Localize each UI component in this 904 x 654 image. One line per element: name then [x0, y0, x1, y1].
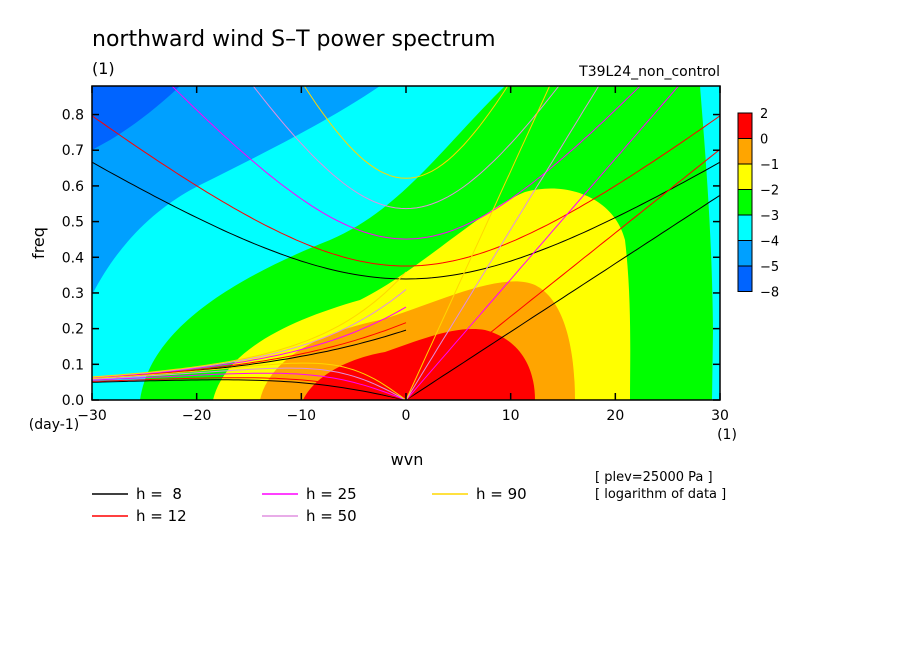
- kelvin-wave-line-h50: [405, 86, 600, 400]
- y-axis-label: freq: [29, 227, 48, 259]
- colorbar-label: −5: [760, 260, 779, 275]
- plot-area: [92, 86, 720, 400]
- y-tick-label: 0.6: [62, 179, 84, 195]
- colorbar-label: 2: [760, 107, 768, 122]
- rossby-wave-line-h25: [92, 372, 407, 400]
- chart-subtitle-left: (1): [92, 59, 115, 78]
- legend-label: h = 8: [136, 485, 182, 503]
- x-tick-label: −30: [77, 408, 107, 424]
- colorbar: 2 0 −1 −2 −3 −4 −5 −8: [737, 107, 779, 301]
- y-tick-label: 0.4: [62, 250, 84, 266]
- kelvin-wave-line-h8: [405, 194, 720, 400]
- y-tick-label: 0.7: [62, 143, 84, 159]
- note-plev: [ plev=25000 Pa ]: [595, 470, 713, 485]
- colorbar-swatch: [737, 138, 753, 165]
- kelvin-wave-line-h90: [405, 86, 551, 400]
- colorbar-label: −1: [760, 158, 779, 173]
- mrg-wave-line-h12: [92, 322, 407, 379]
- x-axis-label: wvn: [391, 450, 424, 469]
- x-tick-label: 10: [502, 408, 520, 424]
- dispersion-curves: [92, 86, 720, 400]
- rossby-wave-line-h90: [92, 362, 407, 400]
- colorbar-swatch: [737, 214, 753, 241]
- note-log: [ logarithm of data ]: [595, 487, 726, 502]
- colorbar-label: −2: [760, 184, 779, 199]
- gravity-wave-line-h8: [92, 161, 720, 280]
- axes: −30 −20 −10 0 10 20 30 0.0 0.1 0.2 0.3 0.4 0.5 0.6 0.7…: [62, 86, 729, 424]
- rossby-wave-line-h12: [92, 377, 407, 400]
- chart-title: northward wind S–T power spectrum: [92, 27, 496, 52]
- contour-band-minus5: [92, 86, 380, 295]
- y-tick-label: 0.1: [62, 357, 84, 373]
- rossby-wave-line-h50: [92, 367, 407, 400]
- mrg-wave-line-h25: [92, 306, 407, 378]
- colorbar-swatch: [737, 189, 753, 216]
- y-tick-label: 0.0: [62, 393, 84, 409]
- y-tick-label: 0.5: [62, 215, 84, 231]
- colorbar-label: 0: [760, 133, 768, 148]
- legend-label: h = 50: [306, 507, 357, 525]
- y-tick-label: 0.3: [62, 286, 84, 302]
- colorbar-swatch: [737, 163, 753, 190]
- legend-label: h = 12: [136, 507, 187, 525]
- gravity-wave-line-h50: [252, 86, 560, 210]
- kelvin-wave-line-h12: [405, 148, 720, 400]
- contour-band-minus8: [92, 86, 180, 150]
- x-axis-unit: (1): [717, 427, 737, 443]
- x-tick-label: 0: [402, 408, 411, 424]
- kelvin-wave-line-h25: [405, 86, 680, 400]
- colorbar-swatch: [737, 112, 753, 139]
- x-tick-label: 30: [711, 408, 729, 424]
- colorbar-swatch: [737, 240, 753, 267]
- y-tick-label: 0.2: [62, 322, 84, 338]
- gravity-wave-line-h90: [303, 86, 509, 179]
- rossby-wave-line-h8: [92, 379, 407, 400]
- gravity-wave-line-h12: [92, 115, 720, 267]
- colorbar-label: −8: [760, 286, 779, 301]
- colorbar-swatch: [737, 265, 753, 292]
- x-tick-label: 20: [606, 408, 624, 424]
- gravity-wave-line-h25: [171, 86, 641, 240]
- contour-band-0: [303, 329, 535, 400]
- mrg-wave-line-h90: [92, 271, 407, 378]
- legend-label: h = 25: [306, 485, 357, 503]
- y-axis-unit: (day-1): [29, 417, 79, 433]
- legend-label: h = 90: [476, 485, 527, 503]
- colorbar-label: −3: [760, 209, 779, 224]
- legend: h = 8 h = 12 h = 25 h = 50 h = 90: [92, 485, 527, 525]
- x-tick-label: −20: [182, 408, 212, 424]
- y-tick-label: 0.8: [62, 108, 84, 124]
- chart-subtitle-right: T39L24_non_control: [578, 64, 720, 80]
- x-tick-label: −10: [287, 408, 317, 424]
- colorbar-label: −4: [760, 235, 779, 250]
